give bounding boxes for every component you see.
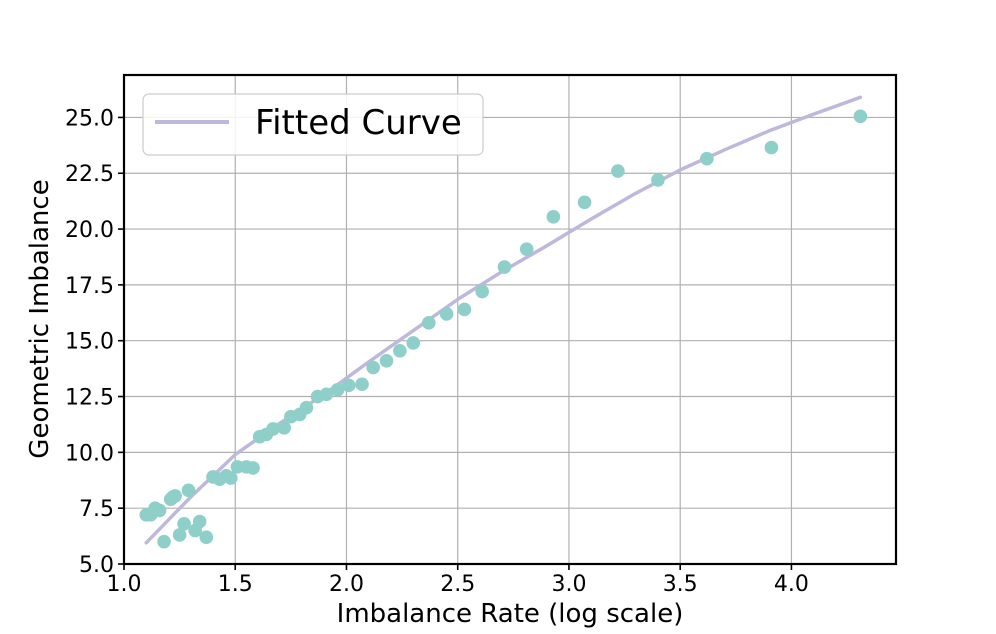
data-point	[168, 489, 182, 503]
y-axis-ticks: 5.0 7.5 10.0 12.5 15.0 17.5 20.0 22.5 25.0	[65, 106, 124, 578]
x-axis-ticks: 1.0 1.5 2.0 2.5 3.0 3.5 4.0	[107, 564, 809, 597]
data-point	[266, 422, 280, 436]
y-tick-label: 5.0	[79, 553, 114, 578]
x-tick-label: 2.0	[329, 572, 364, 597]
data-point	[439, 307, 454, 321]
data-point	[341, 378, 356, 393]
y-tick-label: 10.0	[65, 441, 114, 466]
y-tick-label: 12.5	[65, 386, 114, 411]
y-tick-label: 22.5	[65, 162, 114, 187]
data-point	[330, 383, 345, 397]
x-tick-label: 3.0	[551, 572, 586, 597]
plot-frame	[122, 73, 898, 566]
data-point	[497, 260, 512, 274]
data-point	[319, 387, 334, 402]
data-point	[355, 377, 369, 392]
fitted-curve-line	[144, 95, 863, 545]
data-points-layer	[139, 109, 868, 549]
fitted-curve-layer	[144, 95, 863, 545]
data-point	[519, 242, 534, 256]
y-axis-label: Geometric Imbalance	[25, 179, 55, 458]
y-tick-label: 25.0	[65, 106, 114, 131]
data-point	[246, 461, 260, 475]
data-point	[853, 109, 868, 124]
grid-lines	[123, 75, 896, 565]
data-point	[192, 514, 207, 529]
data-point	[421, 316, 436, 330]
y-tick-label: 20.0	[65, 218, 114, 243]
data-point	[157, 534, 171, 549]
data-point	[152, 503, 167, 518]
x-tick-label: 4.0	[774, 572, 809, 597]
x-tick-label: 1.0	[107, 572, 142, 597]
data-point	[700, 151, 714, 166]
data-point	[393, 343, 407, 358]
legend: Fitted Curve	[142, 93, 484, 156]
data-point	[651, 173, 665, 187]
data-point	[611, 164, 625, 178]
x-tick-label: 2.5	[440, 572, 475, 597]
data-point	[764, 140, 779, 155]
x-tick-label: 1.5	[218, 572, 253, 597]
data-point	[457, 302, 472, 317]
data-point	[577, 195, 592, 210]
data-point	[475, 284, 489, 299]
data-point	[223, 471, 238, 485]
data-point	[199, 530, 214, 545]
x-tick-label: 3.5	[663, 572, 698, 597]
x-axis-label: Imbalance Rate (log scale)	[337, 599, 684, 629]
data-point	[277, 420, 291, 435]
data-point	[181, 483, 196, 498]
data-point	[177, 517, 191, 531]
data-point	[546, 209, 561, 224]
y-tick-label: 15.0	[65, 330, 114, 355]
legend-label: Fitted Curve	[255, 103, 462, 143]
legend-box	[142, 93, 484, 156]
data-point	[299, 400, 314, 415]
y-tick-label: 17.5	[65, 274, 114, 299]
data-point	[172, 528, 187, 542]
data-point	[379, 354, 394, 368]
data-point	[366, 360, 380, 375]
y-tick-label: 7.5	[79, 497, 114, 522]
data-point	[406, 336, 421, 350]
